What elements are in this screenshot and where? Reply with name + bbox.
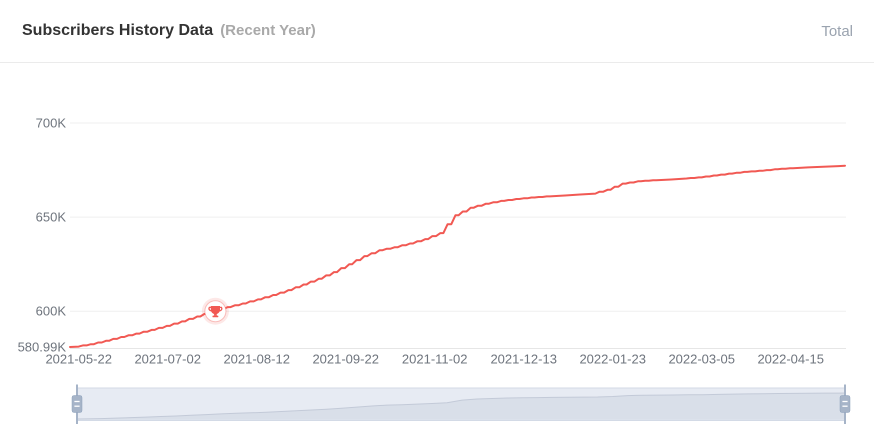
x-axis-label: 2021-05-22 [45,352,112,367]
x-axis-label: 2021-07-02 [134,352,201,367]
trophy-icon [208,306,223,318]
subscribers-series-line [69,164,846,348]
x-axis-label: 2022-01-23 [579,352,646,367]
x-axis-label: 2022-04-15 [757,352,824,367]
y-axis-label: 650K [36,210,67,225]
x-axis-label: 2021-12-13 [490,352,557,367]
x-axis-label: 2022-03-05 [668,352,735,367]
y-axis-label: 700K [36,116,67,131]
x-axis-label: 2021-11-02 [402,352,468,367]
title-group: Subscribers History Data (Recent Year) [22,22,316,40]
card-subtitle: (Recent Year) [220,22,316,39]
y-axis-label: 580.99K [18,340,67,355]
legend-item-total[interactable]: Total [821,22,853,40]
x-axis-label: 2021-08-12 [223,352,290,367]
y-axis-label: 600K [36,304,67,319]
milestone-trophy-marker[interactable] [201,297,229,325]
datazoom-shadow-line [76,392,846,420]
plot-area[interactable] [70,108,845,349]
datazoom-slider [71,384,851,425]
datazoom-handle-right[interactable] [839,384,851,425]
datazoom-data-shadow [77,393,845,420]
datazoom-handle-left[interactable] [71,384,83,425]
card-header: Subscribers History Data (Recent Year) To… [0,0,874,63]
card-title: Subscribers History Data [22,22,214,39]
x-axis-label: 2021-09-22 [312,352,379,367]
